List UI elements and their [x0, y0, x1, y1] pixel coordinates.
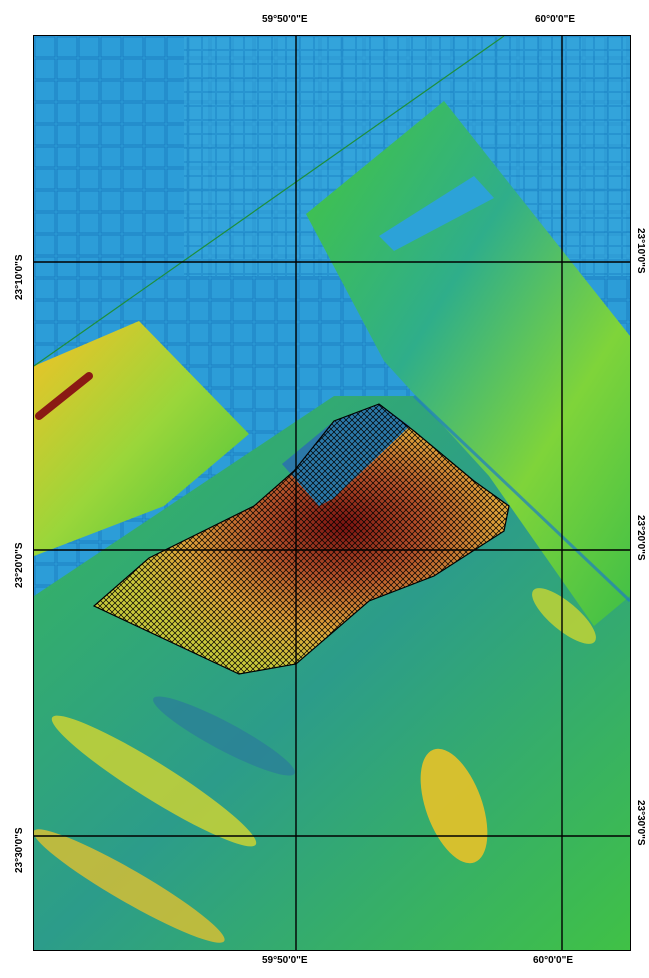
- trough-blue: [153, 696, 295, 776]
- west-deep-red-ridge: [35, 372, 93, 420]
- map-frame[interactable]: [33, 35, 631, 951]
- hatched-area: [92, 403, 510, 675]
- top-label-59-50: 59°50'0"E: [262, 14, 308, 25]
- survey-strip-edge: [412, 394, 630, 603]
- survey-strip-gap: [379, 176, 494, 251]
- ship-track-line: [34, 36, 505, 367]
- bottom-label-60-0: 60°0'0"E: [533, 955, 574, 966]
- ridge-south-west-2: [34, 829, 225, 943]
- right-label-23-20: 23°20'0"S: [635, 515, 646, 561]
- ridge-south-center: [420, 748, 488, 864]
- ridge-south-west: [51, 715, 257, 847]
- left-label-23-10: 23°10'0"S: [14, 254, 25, 300]
- top-label-60-0: 60°0'0"E: [535, 14, 576, 25]
- right-label-23-30: 23°30'0"S: [635, 800, 646, 846]
- right-label-23-10: 23°10'0"S: [635, 228, 646, 274]
- bottom-label-59-50: 59°50'0"E: [262, 955, 308, 966]
- bathymetry-map: [34, 36, 630, 950]
- left-label-23-20: 23°20'0"S: [14, 542, 25, 588]
- left-label-23-30: 23°30'0"S: [14, 827, 25, 873]
- graticule: [34, 36, 630, 950]
- ridge-east: [532, 588, 596, 644]
